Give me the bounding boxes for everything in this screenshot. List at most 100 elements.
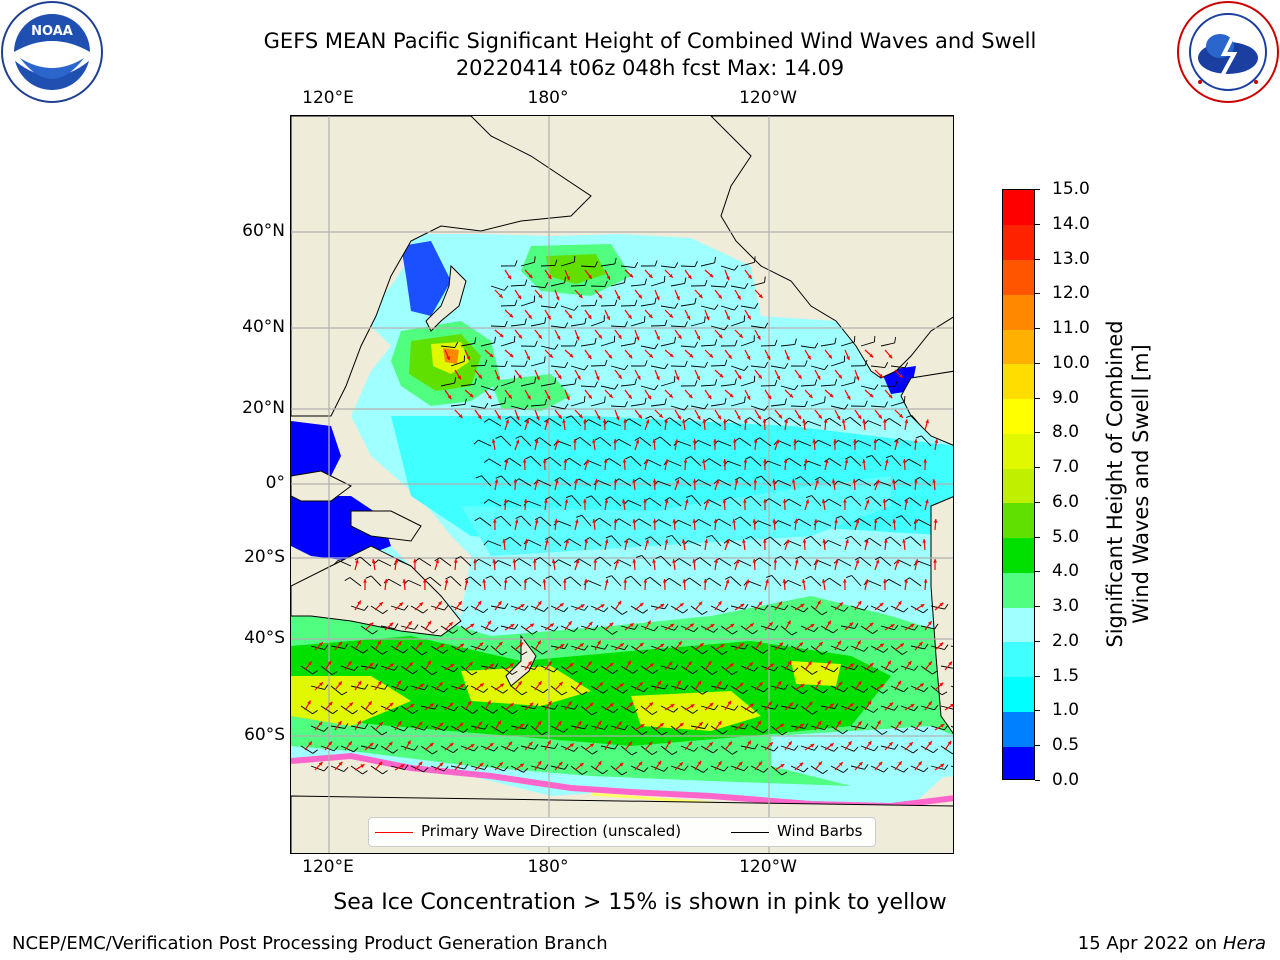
wave-direction-arrow bbox=[683, 458, 688, 471]
wind-barb bbox=[534, 516, 552, 527]
wave-direction-arrow bbox=[744, 579, 750, 591]
wind-barb bbox=[720, 625, 738, 635]
wave-direction-arrow bbox=[532, 558, 537, 571]
wind-barb bbox=[510, 685, 528, 696]
wave-direction-arrow bbox=[854, 369, 860, 381]
wave-direction-arrow bbox=[534, 640, 542, 651]
wind-barb bbox=[770, 604, 789, 611]
wave-direction-arrow bbox=[824, 349, 833, 359]
wave-direction-arrow bbox=[724, 623, 735, 631]
wind-barb bbox=[830, 355, 846, 367]
wave-direction-arrow bbox=[802, 419, 806, 431]
wave-direction-arrow bbox=[763, 458, 767, 471]
wind-barb bbox=[645, 415, 662, 427]
wave-direction-arrow bbox=[564, 620, 573, 631]
wind-barb bbox=[890, 362, 909, 369]
wind-barb bbox=[400, 745, 419, 751]
wave-direction-arrow bbox=[374, 601, 384, 611]
wave-direction-arrow bbox=[804, 499, 810, 511]
colorbar-tick-label: 15.0 bbox=[1052, 179, 1090, 199]
wind-barb bbox=[650, 319, 668, 327]
wind-barb bbox=[650, 725, 668, 736]
wind-barb bbox=[690, 645, 708, 655]
wind-barb bbox=[810, 605, 828, 616]
noaa-logo: NOAA bbox=[1, 1, 103, 103]
colorbar-tick-mark bbox=[1035, 606, 1040, 608]
wave-direction-arrow bbox=[384, 741, 393, 751]
wave-direction-arrow bbox=[594, 760, 602, 771]
wind-barb bbox=[570, 765, 588, 775]
wind-barb bbox=[745, 535, 762, 547]
wave-direction-arrow bbox=[844, 459, 849, 471]
wave-direction-arrow bbox=[613, 478, 618, 491]
wave-direction-arrow bbox=[684, 660, 693, 671]
wave-direction-arrow bbox=[773, 558, 778, 571]
wave-direction-arrow bbox=[754, 409, 762, 420]
wind-barb bbox=[530, 282, 549, 289]
wave-direction-arrow bbox=[904, 741, 914, 751]
wave-direction-arrow bbox=[584, 702, 594, 711]
wave-direction-arrow bbox=[722, 458, 727, 471]
wave-direction-arrow bbox=[804, 623, 815, 631]
wave-direction-arrow bbox=[764, 741, 774, 751]
wave-direction-arrow bbox=[524, 741, 533, 751]
wind-barb bbox=[410, 765, 429, 773]
wave-direction-arrow bbox=[852, 478, 857, 491]
wind-barb bbox=[625, 455, 642, 467]
wind-barb bbox=[560, 378, 577, 387]
lon-tick-top-120e: 120°E bbox=[302, 88, 354, 108]
colorbar-tick-mark bbox=[1035, 675, 1040, 677]
wind-barb bbox=[700, 339, 718, 347]
wave-direction-arrow bbox=[534, 369, 540, 381]
wave-direction-arrow bbox=[412, 558, 417, 571]
wave-direction-arrow bbox=[614, 329, 623, 340]
lat-tick-40n: 40°N bbox=[242, 317, 285, 337]
wave-direction-arrow bbox=[464, 700, 472, 711]
wind-barb bbox=[574, 436, 592, 447]
wind-barb bbox=[610, 605, 628, 615]
wave-direction-arrow bbox=[934, 642, 944, 651]
wave-direction-arrow bbox=[742, 539, 746, 551]
wave-direction-arrow bbox=[834, 640, 842, 651]
wind-barb bbox=[630, 397, 647, 407]
wave-direction-arrow bbox=[434, 681, 444, 691]
wave-direction-arrow bbox=[464, 661, 474, 671]
wave-direction-arrow bbox=[614, 289, 621, 301]
wind-barb bbox=[365, 575, 382, 587]
map-legend: Primary Wave Direction (unscaled) Wind B… bbox=[368, 817, 876, 847]
wave-direction-arrow bbox=[583, 418, 587, 431]
wind-barb bbox=[636, 554, 652, 567]
wave-direction-arrow bbox=[824, 742, 835, 751]
wind-barb bbox=[540, 344, 559, 350]
wind-barb bbox=[870, 725, 888, 735]
wind-barb bbox=[380, 745, 398, 754]
wind-barb bbox=[640, 343, 659, 350]
nws-logo bbox=[1177, 1, 1279, 103]
wind-barb bbox=[940, 745, 953, 755]
wind-barb bbox=[870, 685, 888, 694]
wind-barb bbox=[580, 625, 599, 631]
wind-barb bbox=[480, 705, 498, 714]
wave-direction-arrow bbox=[763, 498, 767, 511]
wave-direction-arrow bbox=[414, 683, 425, 691]
wind-barb bbox=[670, 645, 688, 654]
wind-barb bbox=[630, 725, 648, 736]
wave-direction-arrow bbox=[513, 478, 518, 491]
wind-barb bbox=[640, 625, 659, 632]
wave-direction-arrow bbox=[674, 680, 682, 691]
wave-direction-arrow bbox=[904, 660, 912, 671]
wave-direction-arrow bbox=[514, 519, 519, 531]
wind-barb bbox=[434, 557, 452, 567]
wave-direction-arrow bbox=[584, 621, 593, 631]
wave-direction-arrow bbox=[724, 700, 732, 711]
wave-direction-arrow bbox=[854, 409, 862, 420]
wave-direction-arrow bbox=[684, 703, 695, 711]
wave-direction-arrow bbox=[684, 349, 694, 358]
land-australia bbox=[291, 545, 462, 637]
wind-barb bbox=[580, 299, 598, 307]
wind-barb bbox=[764, 417, 782, 427]
wind-barb bbox=[484, 418, 502, 427]
wave-direction-arrow bbox=[753, 478, 758, 491]
wave-direction-arrow bbox=[644, 539, 649, 551]
wind-barb bbox=[480, 385, 499, 391]
